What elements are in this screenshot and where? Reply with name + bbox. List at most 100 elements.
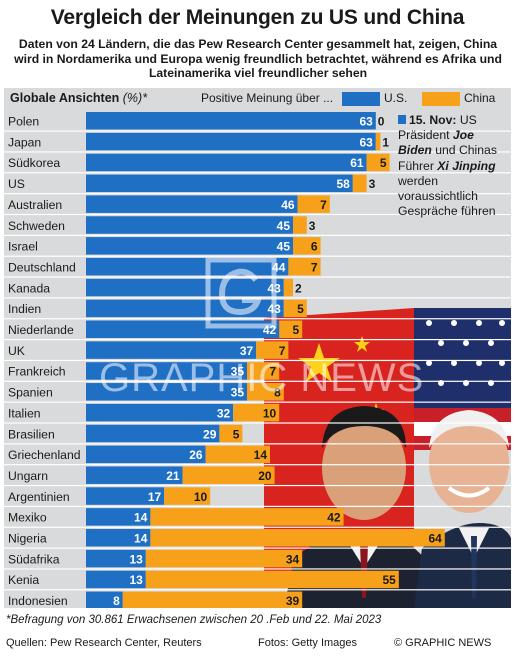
legend-swatch-us (342, 92, 380, 106)
bar-china (247, 362, 280, 380)
bar-us (86, 403, 234, 422)
row-separator (4, 213, 511, 216)
value-label-china: 5 (297, 302, 304, 316)
row-separator (4, 193, 511, 195)
category-label: Italien (8, 406, 41, 420)
row-separator (4, 443, 511, 445)
value-label-china: 5 (380, 156, 387, 170)
row-separator (4, 318, 511, 320)
value-label-us: 17 (148, 490, 162, 504)
row-separator (4, 276, 511, 278)
value-label-china: 2 (295, 281, 302, 295)
value-label-us: 46 (281, 198, 295, 212)
category-label: Frankreich (8, 365, 66, 379)
value-label-us: 63 (359, 115, 373, 129)
row-separator (4, 422, 511, 424)
bar-us (86, 383, 247, 401)
bar-china (122, 591, 303, 608)
bar-china (293, 216, 307, 234)
china-flag-star (298, 343, 340, 382)
legend: Globale Ansichten (%)* Positive Meinung … (4, 88, 511, 110)
value-label-us: 13 (129, 573, 143, 587)
value-label-china: 6 (311, 240, 318, 254)
category-label: UK (8, 344, 25, 358)
legend-label-china: China (464, 91, 496, 105)
bar-us (86, 529, 151, 547)
bar-us (86, 195, 298, 213)
bar-china (145, 549, 303, 568)
bar-us (86, 424, 220, 443)
bar-us (86, 362, 247, 380)
category-label: Deutschland (8, 260, 76, 274)
bar-us (86, 549, 146, 568)
value-label-china: 7 (270, 365, 277, 379)
bar-us (86, 445, 206, 464)
category-label: Ungarn (8, 469, 48, 483)
graphic-news-logo-watermark (205, 257, 277, 329)
bar-china (297, 195, 330, 213)
bar-us (86, 216, 293, 234)
value-label-us: 13 (129, 552, 143, 566)
bar-china (283, 278, 293, 297)
category-label: Indonesien (8, 594, 68, 608)
bar-china (283, 299, 307, 318)
category-label: Südkorea (8, 156, 60, 170)
value-label-us: 14 (134, 532, 148, 546)
row-separator (4, 339, 511, 341)
value-label-china: 5 (293, 323, 300, 337)
value-label-us: 35 (231, 386, 245, 400)
category-label: Schweden (8, 219, 65, 233)
category-label: Mexiko (8, 511, 47, 525)
bar-china (247, 383, 284, 401)
bar-china (182, 466, 275, 484)
bar-china (233, 403, 280, 422)
bar-china (150, 529, 445, 547)
bar-china (293, 237, 321, 255)
category-label: US (8, 177, 25, 191)
row-separator (4, 526, 511, 528)
value-label-china: 10 (194, 490, 208, 504)
bar-us (86, 570, 146, 589)
category-label: Indien (8, 302, 41, 316)
value-label-china: 3 (309, 219, 316, 233)
category-label: Spanien (8, 386, 53, 400)
value-label-china: 10 (263, 406, 277, 420)
value-label-us: 45 (277, 219, 291, 233)
value-label-china: 39 (286, 594, 300, 608)
value-label-us: 37 (240, 344, 254, 358)
legend-heading: Globale Ansichten (%)* (10, 91, 148, 105)
category-label: Nigeria (8, 532, 47, 546)
bar-china (279, 320, 303, 338)
category-label: Polen (8, 115, 39, 129)
category-label: Griechenland (8, 448, 81, 462)
bar-us (86, 153, 367, 172)
row-separator (4, 172, 511, 174)
us-flag-stars (426, 320, 505, 386)
value-label-china: 7 (311, 260, 318, 274)
value-label-china: 42 (327, 511, 341, 525)
value-label-us: 8 (113, 594, 120, 608)
chart-subtitle: Daten von 24 Ländern, die das Pew Resear… (14, 37, 502, 80)
value-label-china: 7 (279, 344, 286, 358)
bar-us (86, 174, 353, 193)
bar-china (205, 445, 270, 464)
value-label-china: 5 (233, 427, 240, 441)
bar-us (86, 341, 257, 359)
watermark: GRAPHIC NEWS (99, 356, 425, 400)
row-separator (4, 380, 511, 382)
category-label: Kanada (8, 281, 50, 295)
value-label-us: 58 (336, 177, 350, 191)
bar-china (256, 341, 289, 359)
value-label-china: 7 (320, 198, 327, 212)
row-separator (4, 234, 511, 236)
bar-china (164, 487, 211, 505)
row-separator (4, 401, 511, 403)
value-label-us: 26 (189, 448, 203, 462)
value-label-us: 29 (203, 427, 217, 441)
biden-figure (414, 410, 511, 608)
footnote: *Befragung von 30.861 Erwachsenen zwisch… (6, 614, 382, 626)
value-label-china: 20 (258, 469, 272, 483)
row-separator (4, 151, 511, 153)
bar-china (145, 570, 399, 589)
value-label-china: 14 (254, 448, 268, 462)
